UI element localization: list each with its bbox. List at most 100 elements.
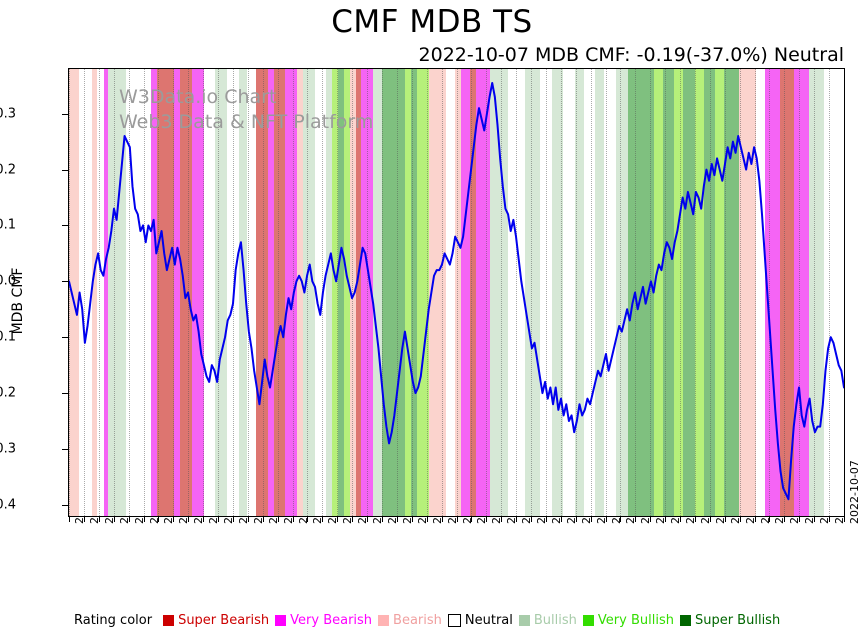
gridline-vertical bbox=[501, 69, 503, 516]
rating-band bbox=[150, 69, 157, 516]
rating-band bbox=[238, 69, 248, 516]
x-axis-tick-mark bbox=[456, 517, 458, 522]
gridline-vertical bbox=[367, 69, 369, 516]
x-axis-tick-mark bbox=[247, 517, 249, 522]
legend-item: Neutral bbox=[447, 613, 513, 628]
rating-band bbox=[326, 69, 333, 516]
legend-swatch bbox=[518, 615, 530, 626]
rating-band bbox=[446, 69, 456, 516]
x-axis-tick-mark bbox=[396, 517, 398, 522]
x-axis-tick-mark bbox=[292, 517, 294, 522]
x-axis-tick-mark bbox=[381, 517, 383, 522]
gridline-vertical bbox=[486, 69, 488, 516]
y-axis-tick-label: −0.2 bbox=[0, 385, 16, 401]
gridline-vertical bbox=[545, 69, 547, 516]
rating-band bbox=[79, 69, 93, 516]
y-axis-label: MDB CMF bbox=[10, 267, 26, 335]
rating-band bbox=[583, 69, 596, 516]
rating-band bbox=[460, 69, 470, 516]
x-axis-tick-mark bbox=[158, 517, 160, 522]
rating-band bbox=[247, 69, 257, 516]
rating-band bbox=[405, 69, 412, 516]
y-axis-tick-mark bbox=[62, 393, 68, 395]
gridline-vertical bbox=[754, 69, 756, 516]
y-axis-tick-label: −0.3 bbox=[0, 441, 16, 457]
gridline-vertical bbox=[173, 69, 175, 516]
rating-band bbox=[765, 69, 780, 516]
gridline-vertical bbox=[650, 69, 652, 516]
y-axis-tick-mark bbox=[62, 169, 68, 171]
rating-band bbox=[203, 69, 216, 516]
gridline-vertical bbox=[381, 69, 383, 516]
gridline-vertical bbox=[218, 69, 220, 516]
chart-subtitle: 2022-10-07 MDB CMF: -0.19(-37.0%) Neutra… bbox=[418, 44, 844, 66]
rating-band bbox=[126, 69, 151, 516]
x-axis-tick-mark bbox=[516, 517, 518, 522]
gridline-vertical bbox=[799, 69, 801, 516]
rating-band bbox=[215, 69, 227, 516]
gridline-vertical bbox=[143, 69, 145, 516]
rating-band bbox=[343, 69, 350, 516]
gridline-vertical bbox=[128, 69, 130, 516]
x-axis-tick-mark bbox=[501, 517, 503, 522]
x-axis-tick-mark bbox=[352, 517, 354, 522]
x-axis-tick-mark bbox=[799, 517, 801, 522]
gridline-vertical bbox=[69, 69, 70, 516]
legend-item: Bearish bbox=[378, 613, 442, 628]
x-axis-tick-label: 2022-10-07 bbox=[848, 460, 861, 524]
x-axis-tick-mark bbox=[694, 517, 696, 522]
gridline-vertical bbox=[426, 69, 428, 516]
gridline-vertical bbox=[113, 69, 115, 516]
x-axis-tick-mark bbox=[471, 517, 473, 522]
rating-band bbox=[104, 69, 109, 516]
rating-band bbox=[69, 69, 80, 516]
legend-swatch bbox=[275, 615, 287, 626]
gridline-vertical bbox=[784, 69, 786, 516]
x-axis-tick-mark bbox=[829, 517, 831, 522]
x-axis-tick-mark bbox=[844, 517, 845, 522]
gridline-vertical bbox=[590, 69, 592, 516]
gridline-vertical bbox=[665, 69, 667, 516]
legend-swatch bbox=[679, 615, 691, 626]
legend-label: Very Bullish bbox=[597, 613, 674, 628]
rating-band bbox=[297, 69, 303, 516]
x-axis-tick-mark bbox=[486, 517, 488, 522]
x-axis-tick-mark bbox=[531, 517, 533, 522]
rating-band bbox=[662, 69, 675, 516]
legend-swatch bbox=[163, 615, 175, 626]
gridline-vertical bbox=[516, 69, 518, 516]
x-axis-tick-mark bbox=[218, 517, 220, 522]
gridline-vertical bbox=[560, 69, 562, 516]
x-axis-tick-mark bbox=[635, 517, 637, 522]
legend-label: Very Bearish bbox=[290, 613, 373, 628]
rating-band bbox=[779, 69, 795, 516]
rating-band bbox=[338, 69, 344, 516]
gridline-vertical bbox=[575, 69, 577, 516]
rating-bands bbox=[69, 69, 844, 516]
x-axis-tick-mark bbox=[277, 517, 279, 522]
cmf-line-series bbox=[69, 69, 844, 516]
y-axis-tick-label: 0.2 bbox=[0, 162, 16, 178]
gridline-vertical bbox=[471, 69, 473, 516]
rating-band bbox=[108, 69, 127, 516]
y-axis-tick-label: −0.4 bbox=[0, 497, 16, 513]
rating-band bbox=[823, 69, 844, 516]
rating-band bbox=[551, 69, 564, 516]
rating-band bbox=[92, 69, 97, 516]
rating-band bbox=[256, 69, 268, 516]
rating-band bbox=[191, 69, 204, 516]
x-axis-tick-mark bbox=[128, 517, 130, 522]
cmf-line-path bbox=[69, 83, 844, 499]
gridline-vertical bbox=[829, 69, 831, 516]
legend-label: Neutral bbox=[464, 613, 513, 628]
x-axis-tick-mark bbox=[590, 517, 592, 522]
chart-title: CMF MDB TS bbox=[331, 4, 533, 40]
rating-band bbox=[156, 69, 175, 516]
rating-band bbox=[794, 69, 809, 516]
x-axis-tick-mark bbox=[560, 517, 562, 522]
rating-band bbox=[469, 69, 476, 516]
x-axis-tick-mark bbox=[680, 517, 682, 522]
y-axis-tick-mark bbox=[62, 337, 68, 339]
gridline-vertical bbox=[307, 69, 309, 516]
